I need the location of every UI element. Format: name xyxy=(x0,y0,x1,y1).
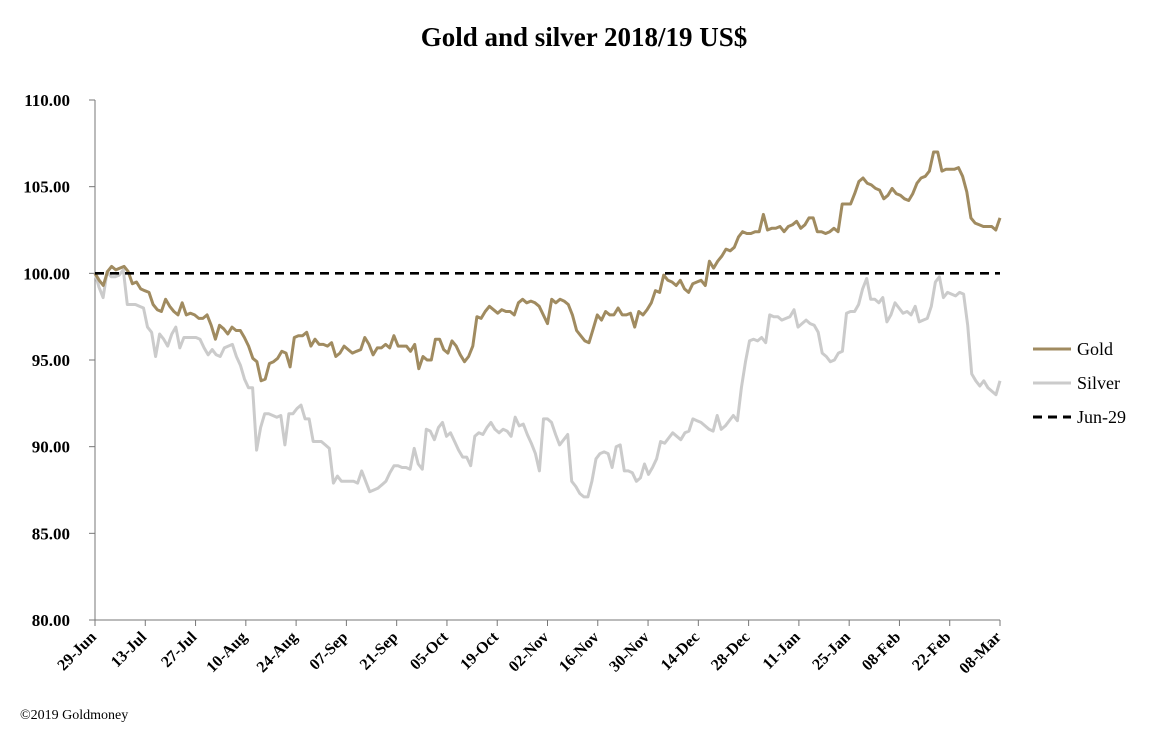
x-tick-label: 10-Aug xyxy=(203,629,250,676)
x-axis-ticks: 29-Jun 13-Jul 27-Jul 10-Aug 24-Aug 07-Sep 21-S… xyxy=(54,620,1005,677)
x-tick-label: 07-Sep xyxy=(307,629,352,674)
y-tick-label: 95.00 xyxy=(32,351,70,370)
x-tick-label: 08-Feb xyxy=(859,629,904,674)
y-tick-label: 105.00 xyxy=(23,178,70,197)
x-tick-label: 16-Nov xyxy=(556,629,603,676)
x-tick-label: 22-Feb xyxy=(909,629,954,674)
x-tick-label: 25-Jan xyxy=(809,629,854,674)
x-tick-label: 19-Oct xyxy=(457,628,502,673)
x-tick-label: 11-Jan xyxy=(760,629,804,673)
series-layer xyxy=(93,150,1002,499)
copyright-text: ©2019 Goldmoney xyxy=(20,708,129,723)
series-line-silver xyxy=(93,268,1002,499)
x-tick-label: 29-Jun xyxy=(54,629,99,674)
y-tick-label: 90.00 xyxy=(32,438,70,457)
y-axis-ticks: 110.00 105.00 100.00 95.00 90.00 85.00 80.00 xyxy=(23,91,95,630)
legend-label: Gold xyxy=(1077,339,1113,359)
y-tick-label: 80.00 xyxy=(32,611,70,630)
legend: Gold Silver Jun-29 xyxy=(1033,339,1126,427)
x-tick-label: 08-Mar xyxy=(956,629,1004,677)
y-tick-label: 110.00 xyxy=(24,91,70,110)
x-tick-label: 30-Nov xyxy=(606,629,653,676)
legend-label: Jun-29 xyxy=(1077,407,1126,427)
x-tick-label: 28-Dec xyxy=(708,629,753,674)
series-line-gold xyxy=(93,150,1002,383)
x-tick-label: 27-Jul xyxy=(158,628,201,671)
x-tick-label: 05-Oct xyxy=(407,628,452,673)
legend-label: Silver xyxy=(1077,373,1120,393)
x-tick-label: 14-Dec xyxy=(658,629,703,674)
y-tick-label: 85.00 xyxy=(32,524,70,543)
chart-title: Gold and silver 2018/19 US$ xyxy=(420,22,748,52)
x-tick-label: 13-Jul xyxy=(108,628,151,671)
x-tick-label: 21-Sep xyxy=(357,629,402,674)
x-tick-label: 02-Nov xyxy=(506,629,553,676)
x-tick-label: 24-Aug xyxy=(254,629,301,676)
y-tick-label: 100.00 xyxy=(23,264,70,283)
